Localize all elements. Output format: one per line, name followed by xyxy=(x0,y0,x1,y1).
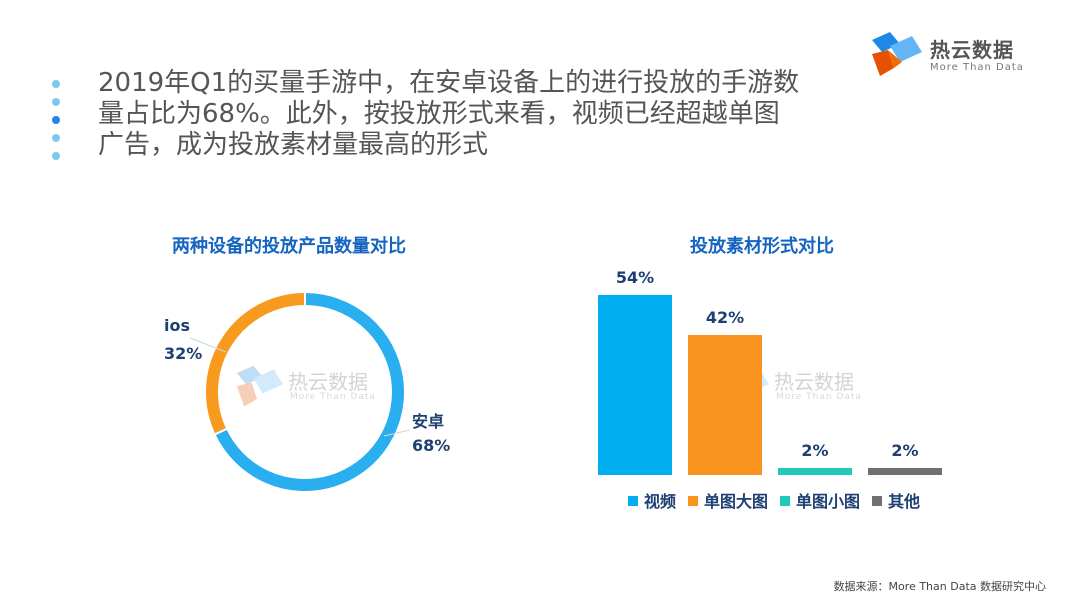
donut-slice-ios xyxy=(204,290,306,436)
headline-line: 2019年Q1的买量手游中，在安卓设备上的进行投放的手游数 xyxy=(98,68,800,98)
ios-label: ios xyxy=(164,316,190,335)
headline: 2019年Q1的买量手游中，在安卓设备上的进行投放的手游数 量占比为68%。此外… xyxy=(98,68,818,161)
headline-line: 广告，成为投放素材量最高的形式 xyxy=(98,130,489,160)
bar-value-label: 2% xyxy=(801,441,828,460)
legend-label: 单图大图 xyxy=(704,492,769,511)
bullet-dot xyxy=(52,80,60,88)
bullet-dot xyxy=(52,152,60,160)
legend-swatch xyxy=(688,496,698,506)
watermark-logo-icon xyxy=(236,365,283,407)
donut-chart-title: 两种设备的投放产品数量对比 xyxy=(172,236,406,257)
watermark-name: 热云数据 xyxy=(774,370,854,394)
logo-tagline: More Than Data xyxy=(930,62,1024,73)
logo-name: 热云数据 xyxy=(930,38,1014,62)
bullet-dots xyxy=(52,76,66,166)
legend-swatch xyxy=(780,496,790,506)
legend-item-big-image: 单图大图 xyxy=(688,488,768,512)
legend-item-small-image: 单图小图 xyxy=(780,488,860,512)
brand-logo: 热云数据 More Than Data xyxy=(866,26,1046,86)
legend-item-other: 其他 xyxy=(872,488,920,512)
legend-item-video: 视频 xyxy=(628,488,676,512)
android-leader-line xyxy=(383,429,411,437)
android-percent: 68% xyxy=(412,436,451,455)
data-source: 数据来源：More Than Data 数据研究中心 xyxy=(833,580,1046,593)
headline-line: 量占比为68%。此外，按投放形式来看，视频已经超越单图 xyxy=(98,99,780,129)
logo-mark-icon xyxy=(872,32,922,76)
watermark: 热云数据 More Than Data xyxy=(230,362,380,422)
bar-value-label: 42% xyxy=(706,308,744,327)
bar-other xyxy=(868,468,942,475)
ios-leader-line xyxy=(189,337,227,353)
legend-swatch xyxy=(628,496,638,506)
bar-value-label: 54% xyxy=(616,268,654,287)
bullet-dot xyxy=(52,116,60,124)
android-label: 安卓 xyxy=(412,412,445,431)
bar-value-label: 2% xyxy=(891,441,918,460)
ios-percent: 32% xyxy=(164,344,203,363)
watermark-tagline: More Than Data xyxy=(776,392,862,402)
legend-label: 视频 xyxy=(644,492,677,511)
bar-chart-title: 投放素材形式对比 xyxy=(690,236,834,257)
legend-label: 其他 xyxy=(888,492,921,511)
watermark-tagline: More Than Data xyxy=(290,392,376,402)
bar-big-image xyxy=(688,335,762,475)
watermark-name: 热云数据 xyxy=(288,370,368,394)
bar-small-image xyxy=(778,468,852,475)
legend-swatch xyxy=(872,496,882,506)
bar-video xyxy=(598,295,672,475)
bullet-dot xyxy=(52,98,60,106)
legend-label: 单图小图 xyxy=(796,492,861,511)
bullet-dot xyxy=(52,134,60,142)
